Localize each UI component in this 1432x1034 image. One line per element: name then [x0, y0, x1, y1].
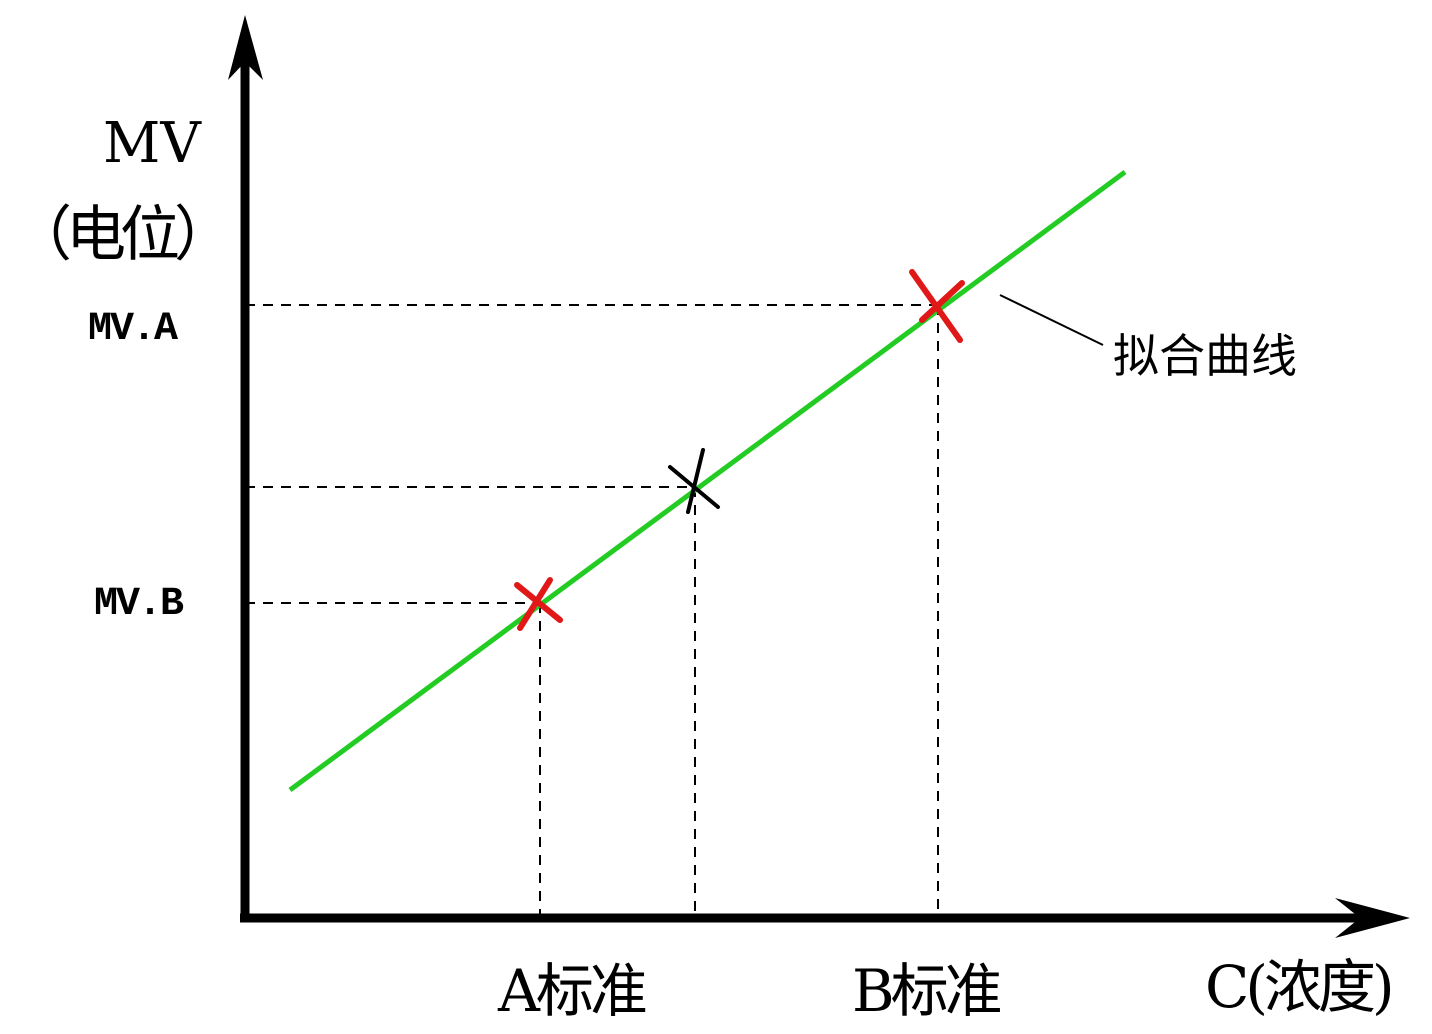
sample-marker: [668, 448, 720, 514]
x-axis-label: C(浓度): [1205, 953, 1395, 1021]
standard-b-marker: [909, 269, 965, 343]
y-tick-mv-a: MV.A: [88, 307, 178, 352]
x-tick-std-a: A标准: [498, 957, 648, 1025]
curve-annotation-label: 拟合曲线: [1113, 329, 1297, 383]
x-axis-arrowhead: [1335, 898, 1410, 938]
y-axis-arrowhead: [228, 15, 263, 80]
y-axis-label: MV: [103, 111, 201, 176]
standard-a-marker: [514, 577, 563, 631]
y-axis-label-unit: （电位）: [12, 200, 234, 270]
x-tick-std-b: B标准: [852, 957, 1003, 1025]
y-tick-mv-b: MV.B: [94, 582, 184, 627]
annotation-leader: [999, 294, 1104, 346]
fitted-line: [288, 169, 1127, 793]
